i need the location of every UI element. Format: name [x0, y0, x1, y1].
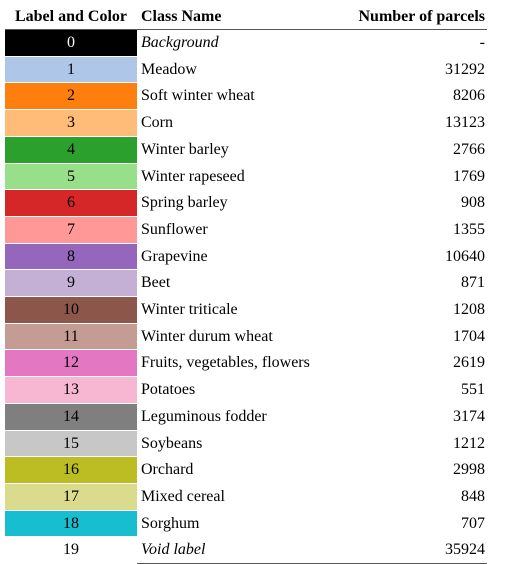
table-row: 11 Winter durum wheat 1704 [5, 323, 487, 351]
table-row: 7 Sunflower 1355 [5, 216, 487, 244]
header-label-and-color: Label and Color [14, 8, 127, 25]
class-name-cell: Winter triticale [141, 301, 238, 319]
class-label-swatch: 8 [5, 243, 137, 271]
class-label-swatch: 17 [5, 483, 137, 511]
parcel-count-cell: 1212 [453, 434, 485, 452]
table-row: 13 Potatoes 551 [5, 376, 487, 404]
parcel-count-cell: 871 [461, 274, 485, 292]
class-name-cell: Orchard [141, 461, 194, 479]
class-name-cell: Winter barley [141, 140, 229, 158]
parcel-class-table: Label and Color Class Name Number of par… [5, 5, 487, 564]
class-label-swatch: 4 [5, 136, 137, 164]
parcel-count-cell: 35924 [445, 541, 485, 559]
table-row: 2 Soft winter wheat 8206 [5, 82, 487, 111]
table-row: 5 Winter rapeseed 1769 [5, 163, 487, 191]
parcel-count-cell: 2619 [453, 354, 485, 372]
parcel-count-cell: 551 [461, 381, 485, 399]
class-label-swatch: 7 [5, 216, 137, 244]
parcel-count-cell: 2766 [453, 140, 485, 158]
table-row: 1 Meadow 31292 [5, 56, 487, 84]
parcel-count-cell: 848 [461, 487, 485, 505]
class-label-swatch: 11 [5, 323, 137, 351]
parcel-count-cell: 3174 [453, 407, 485, 425]
table-header: Label and Color Class Name Number of par… [5, 5, 487, 30]
parcel-count-cell: 908 [461, 194, 485, 212]
table-row: 3 Corn 13123 [5, 109, 487, 137]
class-label-swatch: 9 [5, 269, 137, 298]
parcel-class-table-container: Label and Color Class Name Number of par… [5, 5, 487, 564]
class-label-swatch: 19 [5, 536, 137, 564]
parcel-count-cell: 2998 [453, 461, 485, 479]
parcel-count-cell: 1208 [453, 301, 485, 319]
class-label-swatch: 3 [5, 109, 137, 137]
table-row: 6 Spring barley 908 [5, 189, 487, 217]
class-label-swatch: 1 [5, 56, 137, 84]
parcel-count-cell: 707 [461, 514, 485, 532]
parcel-count-cell: 8206 [453, 87, 485, 105]
class-label-swatch: 12 [5, 349, 137, 378]
table-row: 19 Void label 35924 [5, 536, 487, 564]
class-name-cell: Sunflower [141, 220, 208, 238]
parcel-count-cell: 1355 [453, 220, 485, 238]
class-name-cell: Grapevine [141, 247, 208, 265]
parcel-count-cell: 1769 [453, 167, 485, 185]
parcel-count-cell: 10640 [445, 247, 485, 265]
class-label-swatch: 10 [5, 296, 137, 324]
class-name-cell: Background [141, 34, 219, 52]
table-row: 15 Soybeans 1212 [5, 430, 487, 458]
class-label-swatch: 15 [5, 430, 137, 458]
class-name-cell: Soft winter wheat [141, 87, 255, 105]
class-label-swatch: 18 [5, 510, 137, 538]
parcel-count-cell: 13123 [445, 114, 485, 132]
parcel-count-cell: 1704 [453, 327, 485, 345]
class-name-cell: Void label [141, 541, 206, 559]
table-row: 14 Leguminous fodder 3174 [5, 403, 487, 431]
class-name-cell: Sorghum [141, 514, 200, 532]
table-body: 0 Background -1 Meadow 31292 2 Soft winter whe… [5, 29, 487, 564]
header-number-of-parcels: Number of parcels [358, 8, 485, 25]
parcel-count-cell: 31292 [445, 60, 485, 78]
table-row: 9 Beet 871 [5, 269, 487, 298]
class-label-swatch: 5 [5, 163, 137, 191]
table-row: 16 Orchard 2998 [5, 456, 487, 484]
class-name-cell: Leguminous fodder [141, 407, 267, 425]
table-row: 18 Sorghum 707 [5, 510, 487, 538]
class-name-cell: Fruits, vegetables, flowers [141, 354, 310, 372]
class-name-cell: Beet [141, 274, 171, 292]
header-class-name: Class Name [141, 8, 222, 25]
class-name-cell: Meadow [141, 60, 197, 78]
class-name-cell: Mixed cereal [141, 487, 225, 505]
table-row: 10 Winter triticale 1208 [5, 296, 487, 324]
class-name-cell: Spring barley [141, 194, 228, 212]
class-label-swatch: 6 [5, 189, 137, 217]
header-row: Label and Color Class Name Number of par… [5, 5, 487, 30]
class-name-cell: Potatoes [141, 381, 196, 399]
class-label-swatch: 14 [5, 403, 137, 431]
class-name-cell: Winter durum wheat [141, 327, 273, 345]
table-row: 12 Fruits, vegetables, flowers 2619 [5, 349, 487, 378]
class-label-swatch: 16 [5, 456, 137, 484]
table-row: 4 Winter barley 2766 [5, 136, 487, 164]
table-row: 17 Mixed cereal 848 [5, 483, 487, 511]
class-name-cell: Soybeans [141, 434, 203, 452]
parcel-count-cell: - [479, 34, 485, 52]
table-row: 0 Background - [5, 29, 487, 57]
table-row: 8 Grapevine 10640 [5, 243, 487, 271]
class-label-swatch: 0 [5, 29, 137, 57]
class-name-cell: Corn [141, 114, 173, 132]
class-label-swatch: 13 [5, 376, 137, 404]
class-name-cell: Winter rapeseed [141, 167, 245, 185]
class-label-swatch: 2 [5, 82, 137, 111]
